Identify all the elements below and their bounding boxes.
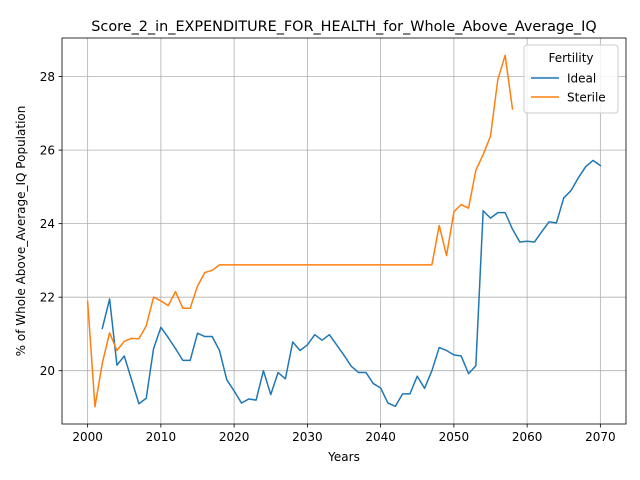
axis-ticks: 2000 2010 2020 2030 2040 2050 2060 2070 20 22 24 26… — [40, 70, 616, 444]
x-tick-label: 2070 — [585, 430, 616, 444]
x-tick-label: 2060 — [512, 430, 543, 444]
y-axis-label: % of Whole Above_Average_IQ Population — [14, 106, 28, 357]
legend-label-sterile: Sterile — [567, 91, 606, 105]
x-tick-label: 2010 — [146, 430, 177, 444]
series-line-sterile — [86, 54, 514, 408]
x-axis-label: Years — [327, 450, 360, 464]
legend-box — [523, 44, 619, 114]
y-tick-label: 24 — [40, 217, 55, 231]
x-tick-label: 2050 — [439, 430, 470, 444]
legend-title: Fertility — [548, 51, 593, 65]
legend: Fertility Ideal Sterile — [523, 44, 619, 114]
x-tick-label: 2030 — [292, 430, 323, 444]
y-tick-label: 22 — [40, 290, 55, 304]
x-tick-label: 2020 — [219, 430, 250, 444]
chart-title: Score_2_in_EXPENDITURE_FOR_HEALTH_for_Wh… — [91, 19, 596, 35]
y-tick-label: 26 — [40, 143, 55, 157]
legend-label-ideal: Ideal — [567, 72, 596, 86]
x-tick-label: 2040 — [365, 430, 396, 444]
y-tick-label: 20 — [40, 364, 55, 378]
x-tick-label: 2000 — [72, 430, 103, 444]
y-tick-label: 28 — [40, 70, 55, 84]
series-lines — [86, 54, 602, 408]
plot-frame — [61, 37, 627, 425]
series-line-ideal — [101, 159, 602, 408]
